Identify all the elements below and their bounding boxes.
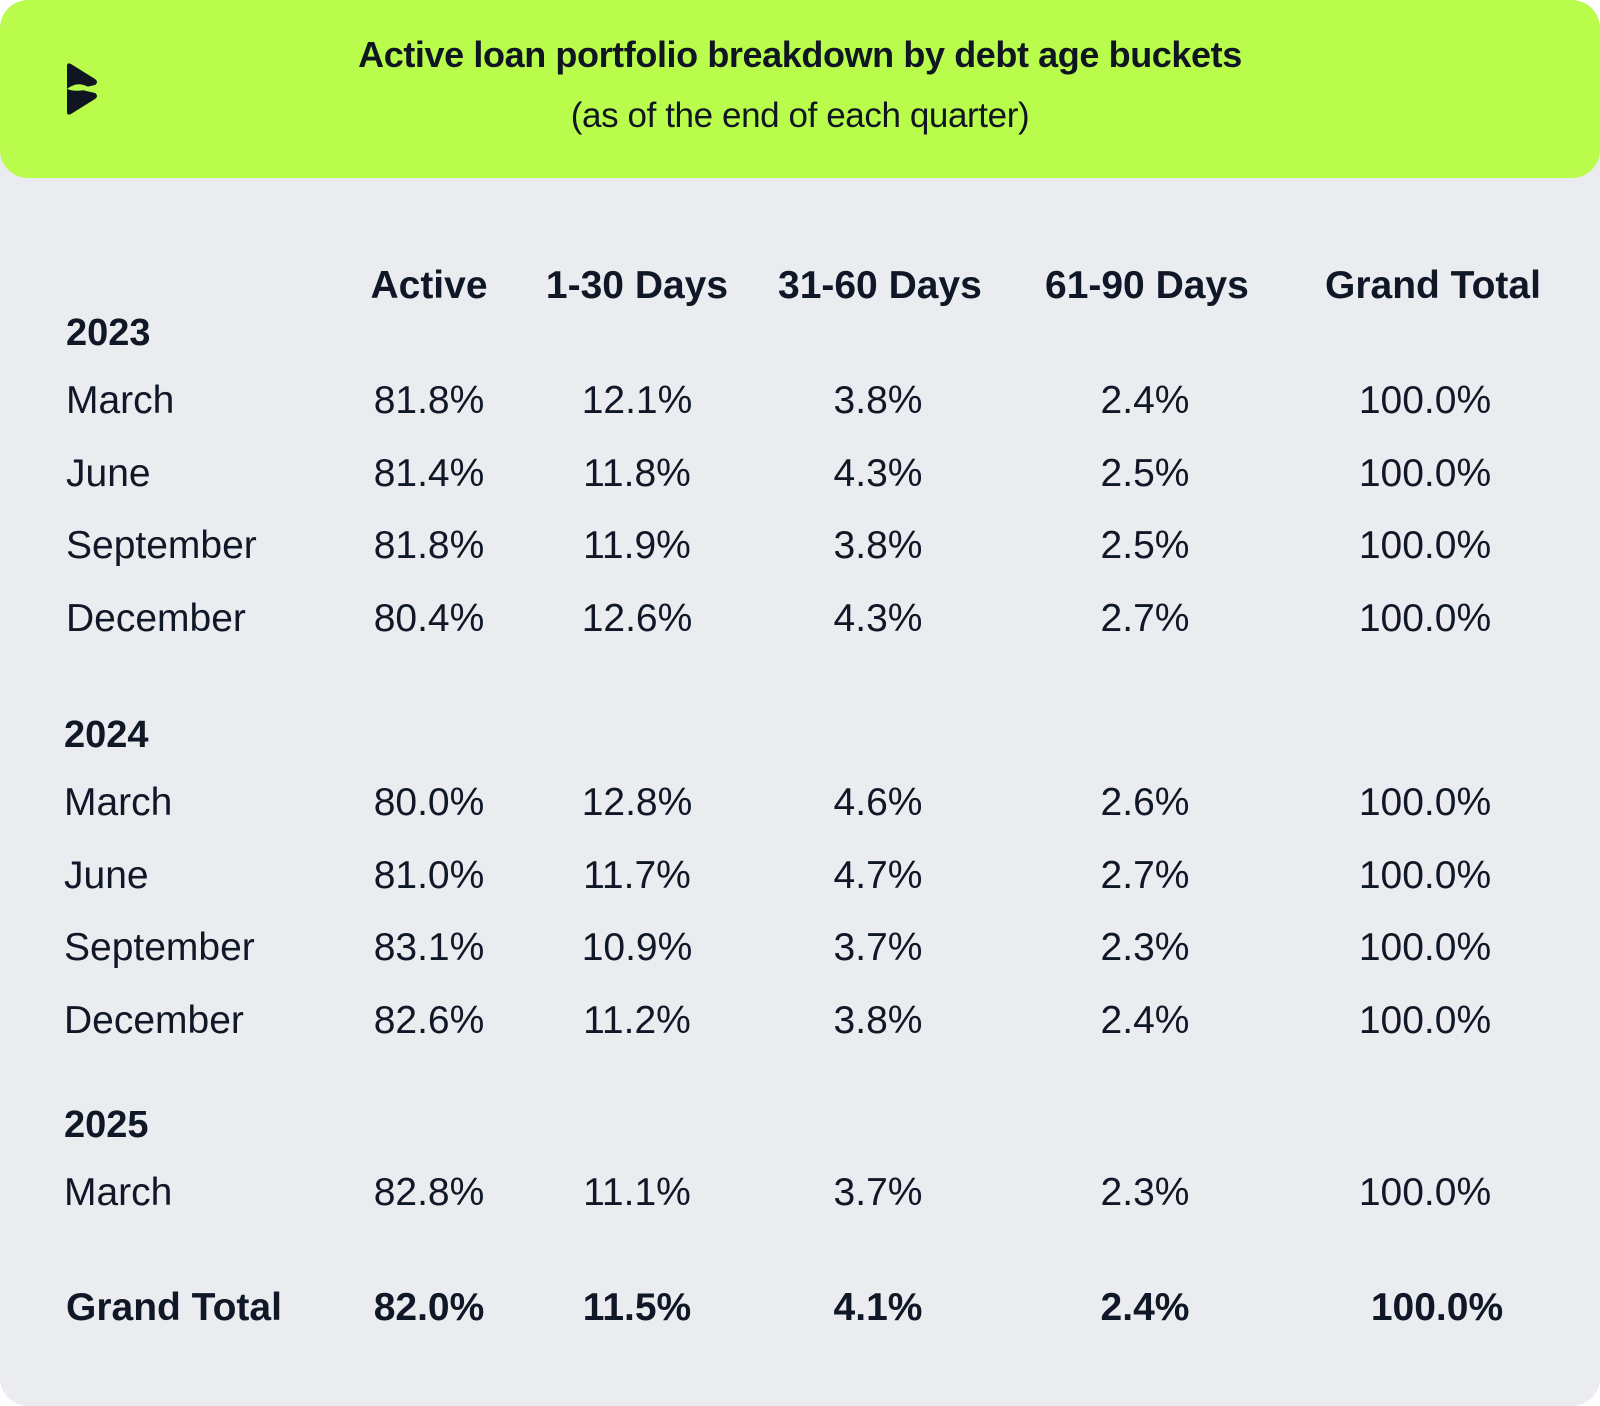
table-cell: 82.8% [373, 1171, 485, 1214]
year-label: 2023 [66, 312, 151, 354]
page-subtitle: (as of the end of each quarter) [570, 96, 1030, 135]
table-cell: 100.0% [1358, 926, 1492, 969]
table-cell: 3.7% [833, 1171, 923, 1214]
table-cell: 12.8% [581, 781, 693, 824]
table-cell: 82.6% [373, 998, 485, 1042]
row-label: September [64, 926, 255, 969]
year-label: 2025 [64, 1104, 149, 1146]
grand-total-cell: 4.1% [833, 1286, 923, 1329]
table-cell: 2.5% [1100, 524, 1190, 567]
table-cell: 100.0% [1358, 524, 1492, 567]
table-cell: 2.5% [1100, 451, 1190, 495]
header-banner: Active loan portfolio breakdown by debt … [0, 0, 1600, 178]
table-cell: 100.0% [1358, 596, 1492, 640]
table-cell: 3.8% [833, 379, 923, 422]
column-header: 61-90 Days [1045, 264, 1249, 307]
table-cell: 4.7% [833, 853, 923, 897]
row-label: March [64, 1171, 173, 1214]
table-cell: 11.1% [583, 1171, 691, 1214]
table-cell: 3.7% [833, 926, 923, 969]
table-cell: 100.0% [1358, 781, 1492, 824]
table-cell: 3.8% [833, 998, 923, 1042]
row-label: March [66, 379, 175, 422]
table-cell: 4.6% [833, 781, 923, 824]
table-cell: 100.0% [1358, 379, 1492, 422]
grand-total-cell: 100.0% [1370, 1286, 1504, 1329]
table-cell: 4.3% [833, 451, 923, 495]
table-cell: 81.8% [373, 379, 485, 422]
row-label: December [64, 998, 244, 1042]
row-label: June [64, 853, 149, 897]
table-cell: 81.4% [373, 451, 485, 495]
table-cell: 100.0% [1358, 998, 1492, 1042]
grand-total-cell: 11.5% [582, 1286, 692, 1329]
table-cell: 2.7% [1100, 596, 1190, 640]
page-title: Active loan portfolio breakdown by debt … [358, 34, 1242, 75]
row-label: September [66, 524, 257, 567]
table-cell: 2.3% [1100, 1171, 1190, 1214]
table-cell: 100.0% [1358, 1171, 1492, 1214]
brand-logo-icon [67, 63, 97, 115]
table-cell: 2.4% [1100, 998, 1190, 1042]
table-cell: 80.4% [373, 596, 485, 640]
table-cell: 2.6% [1100, 781, 1190, 824]
table-cell: 81.0% [373, 853, 485, 897]
table-cell: 12.1% [581, 379, 693, 422]
row-label: June [66, 451, 151, 495]
year-label: 2024 [64, 714, 149, 756]
table-cell: 2.7% [1100, 853, 1190, 897]
table-cell: 10.9% [581, 926, 693, 969]
table-cell: 11.2% [583, 998, 691, 1042]
table-cell: 81.8% [373, 524, 485, 567]
row-label: March [64, 781, 173, 824]
grand-total-cell: 82.0% [373, 1286, 485, 1329]
table-cell: 2.3% [1100, 926, 1190, 969]
column-header: 31-60 Days [778, 264, 982, 307]
column-header: Active [370, 264, 488, 307]
table-cell: 11.9% [583, 524, 691, 567]
table-cell: 12.6% [581, 596, 693, 640]
table-cell: 80.0% [373, 781, 485, 824]
grand-total-label: Grand Total [66, 1286, 282, 1329]
grand-total-cell: 2.4% [1100, 1286, 1190, 1329]
table-cell: 11.8% [583, 451, 691, 495]
table-cell: 2.4% [1100, 379, 1190, 422]
column-header: Grand Total [1325, 264, 1541, 307]
table-cell: 83.1% [373, 926, 485, 969]
table-cell: 100.0% [1358, 451, 1492, 495]
row-label: December [66, 596, 246, 640]
table-cell: 4.3% [833, 596, 923, 640]
table-cell: 3.8% [833, 524, 923, 567]
table-cell: 100.0% [1358, 853, 1492, 897]
column-header: 1-30 Days [545, 264, 729, 307]
table-cell: 11.7% [583, 853, 691, 897]
